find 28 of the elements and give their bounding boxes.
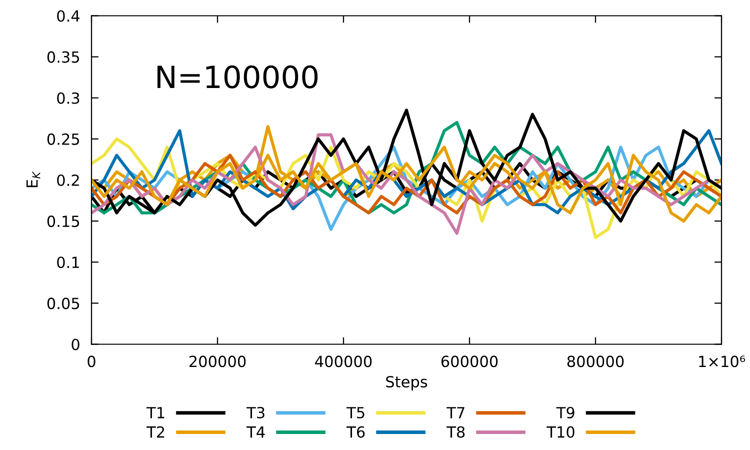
- x-tick-label: 0: [88, 356, 96, 368]
- x-tick-label: 200000: [189, 356, 246, 368]
- legend-label: T1: [146, 407, 164, 418]
- x-tick-label: 600000: [441, 356, 498, 368]
- legend-label: T6: [346, 426, 365, 438]
- y-tick-label: 0.15: [47, 216, 80, 228]
- y-tick-label: 0.1: [57, 256, 79, 268]
- legend-label: T4: [246, 426, 265, 438]
- annotation: N=100000: [158, 65, 318, 88]
- y-tick-label: 0.35: [47, 51, 80, 63]
- legend-label: T5: [346, 407, 364, 418]
- y-tick-label: 0.3: [57, 92, 80, 104]
- legend-label: T3: [246, 406, 264, 418]
- x-tick-label: 1×10⁶: [699, 356, 746, 368]
- legend-label: T7: [446, 407, 464, 418]
- legend-label: T9: [556, 406, 574, 418]
- legend-label: T8: [446, 426, 465, 438]
- x-axis-title: Steps: [386, 376, 428, 390]
- legend-label: T2: [146, 426, 164, 438]
- y-tick-label: 0.2: [57, 174, 79, 186]
- x-tick-label: 400000: [315, 356, 372, 368]
- y-tick-label: 0.05: [47, 298, 80, 310]
- legend-label: T10: [546, 426, 574, 438]
- y-axis-title: E$_{K}$: [26, 171, 40, 188]
- x-tick-label: 800000: [567, 356, 624, 368]
- y-tick-label: 0.4: [57, 10, 80, 22]
- y-tick-label: 0.25: [47, 133, 80, 145]
- y-tick-label: 0: [72, 338, 80, 350]
